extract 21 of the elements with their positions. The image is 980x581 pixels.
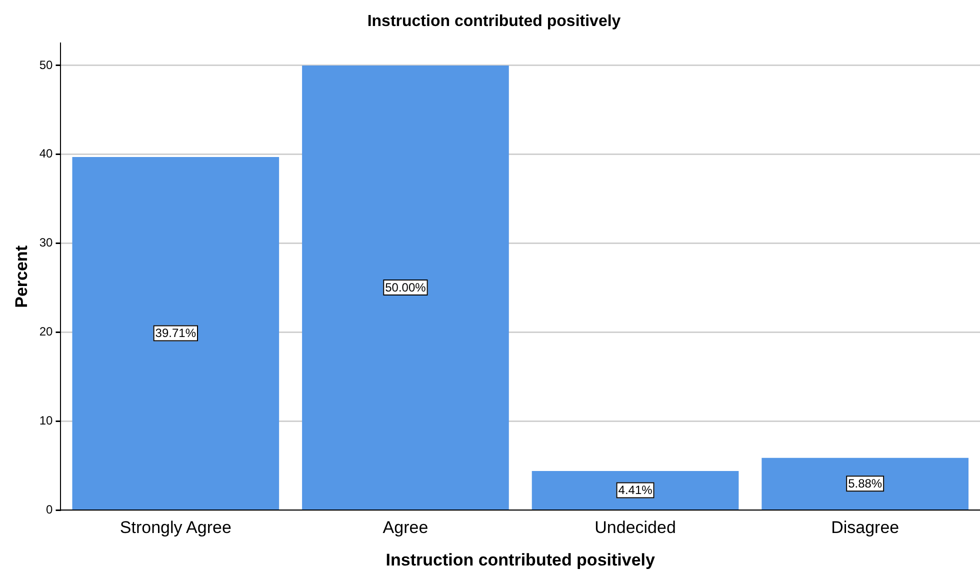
data-label: 50.00% bbox=[385, 280, 426, 294]
x-tick-label: Disagree bbox=[831, 518, 900, 538]
x-tick-label: Agree bbox=[382, 518, 428, 538]
chart-title: Instruction contributed positively bbox=[367, 13, 621, 30]
bar bbox=[532, 470, 739, 510]
y-axis-title: Percent bbox=[12, 245, 31, 308]
x-tick-label: Strongly Agree bbox=[120, 518, 232, 538]
bar bbox=[72, 156, 280, 510]
x-axis-title: Instruction contributed positively bbox=[386, 550, 656, 570]
bar bbox=[762, 458, 969, 510]
bar bbox=[302, 65, 509, 510]
y-tick-label: 20 bbox=[39, 324, 54, 339]
y-tick-label: 10 bbox=[39, 414, 54, 428]
data-label: 4.41% bbox=[618, 483, 653, 498]
y-tick-label: 50 bbox=[39, 58, 54, 72]
data-label: 5.88% bbox=[848, 476, 882, 490]
x-tick-label: Undecided bbox=[594, 518, 676, 538]
y-tick-label: 0 bbox=[46, 502, 54, 517]
y-tick-label: 30 bbox=[39, 236, 54, 250]
data-label: 39.71% bbox=[155, 326, 196, 340]
y-tick-label: 40 bbox=[39, 146, 54, 161]
